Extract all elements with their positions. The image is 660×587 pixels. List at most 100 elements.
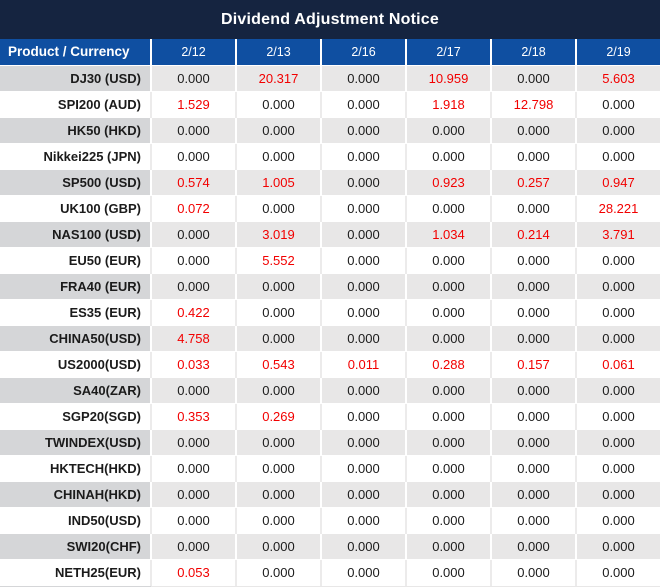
dividend-value-cell: 0.000 [406, 117, 492, 144]
dividend-value-cell: 0.000 [321, 403, 407, 430]
dividend-value-cell: 0.000 [406, 455, 492, 482]
dividend-value-cell: 0.000 [151, 65, 237, 92]
dividend-value-cell: 0.214 [491, 221, 577, 248]
partial-next-row [0, 585, 660, 587]
product-cell: IND50(USD) [0, 507, 152, 534]
table-row: TWINDEX(USD) 0.000 0.000 0.000 0.000 0.000 0.0… [0, 429, 660, 456]
dividend-value-cell: 0.000 [236, 507, 322, 534]
product-cell: UK100 (GBP) [0, 195, 152, 222]
dividend-value-cell: 0.288 [406, 351, 492, 378]
product-cell: FRA40 (EUR) [0, 273, 152, 300]
dividend-value-cell: 0.269 [236, 403, 322, 430]
dividend-value-cell: 0.000 [406, 533, 492, 560]
dividend-value-cell: 0.000 [321, 221, 407, 248]
dividend-value-cell: 0.000 [151, 221, 237, 248]
dividend-value-cell: 0.000 [491, 455, 577, 482]
product-cell: US2000(USD) [0, 351, 152, 378]
product-cell: TWINDEX(USD) [0, 429, 152, 456]
dividend-value-cell: 0.000 [406, 559, 492, 586]
dividend-value-cell: 0.000 [151, 429, 237, 456]
product-cell: EU50 (EUR) [0, 247, 152, 274]
dividend-value-cell: 0.000 [491, 325, 577, 352]
table-row: SGP20(SGD) 0.353 0.269 0.000 0.000 0.000 0.000 [0, 403, 660, 430]
dividend-value-cell: 0.000 [321, 117, 407, 144]
dividend-value-cell: 1.529 [151, 91, 237, 118]
table-row: EU50 (EUR) 0.000 5.552 0.000 0.000 0.000 0.000 [0, 247, 660, 274]
dividend-value-cell: 0.000 [321, 299, 407, 326]
date-header-cell: 2/13 [236, 39, 322, 66]
dividend-value-cell: 0.000 [321, 169, 407, 196]
dividend-value-cell: 0.000 [236, 195, 322, 222]
table-row: ES35 (EUR) 0.422 0.000 0.000 0.000 0.000 0.000 [0, 299, 660, 326]
table-row: US2000(USD) 0.033 0.543 0.011 0.288 0.157 0.06… [0, 351, 660, 378]
table-row: CHINAH(HKD) 0.000 0.000 0.000 0.000 0.000 0.00… [0, 481, 660, 508]
product-cell: SGP20(SGD) [0, 403, 152, 430]
dividend-value-cell: 0.000 [321, 507, 407, 534]
dividend-value-cell: 0.000 [491, 143, 577, 170]
dividend-value-cell: 0.923 [406, 169, 492, 196]
dividend-value-cell: 0.000 [236, 377, 322, 404]
date-header-cell: 2/19 [576, 39, 660, 66]
dividend-value-cell: 0.000 [236, 325, 322, 352]
dividend-value-cell: 1.918 [406, 91, 492, 118]
dividend-value-cell: 0.000 [151, 247, 237, 274]
dividend-value-cell: 0.000 [576, 403, 660, 430]
dividend-value-cell: 0.000 [236, 299, 322, 326]
table-header-row: Product / Currency 2/12 2/13 2/16 2/17 2/18 2… [0, 39, 660, 66]
product-cell: SPI200 (AUD) [0, 91, 152, 118]
product-currency-header: Product / Currency [0, 39, 152, 66]
date-header-cell: 2/18 [491, 39, 577, 66]
dividend-value-cell: 0.000 [321, 533, 407, 560]
dividend-value-cell: 0.000 [576, 559, 660, 586]
product-cell: CHINAH(HKD) [0, 481, 152, 508]
dividend-value-cell: 5.552 [236, 247, 322, 274]
dividend-value-cell: 0.000 [576, 377, 660, 404]
table-row: SA40(ZAR) 0.000 0.000 0.000 0.000 0.000 0.000 [0, 377, 660, 404]
table-row: UK100 (GBP) 0.072 0.000 0.000 0.000 0.000 28.2… [0, 195, 660, 222]
dividend-value-cell: 0.053 [151, 559, 237, 586]
dividend-value-cell: 0.422 [151, 299, 237, 326]
date-header-cell: 2/12 [151, 39, 237, 66]
dividend-value-cell: 0.000 [236, 273, 322, 300]
product-cell: Nikkei225 (JPN) [0, 143, 152, 170]
dividend-value-cell: 0.000 [491, 65, 577, 92]
product-cell: CHINA50(USD) [0, 325, 152, 352]
dividend-value-cell: 0.000 [151, 507, 237, 534]
dividend-value-cell: 0.257 [491, 169, 577, 196]
dividend-value-cell: 0.000 [321, 325, 407, 352]
dividend-value-cell: 0.000 [151, 143, 237, 170]
dividend-value-cell: 0.000 [321, 273, 407, 300]
dividend-value-cell: 0.000 [576, 247, 660, 274]
product-cell: NAS100 (USD) [0, 221, 152, 248]
dividend-value-cell: 5.603 [576, 65, 660, 92]
dividend-value-cell: 0.947 [576, 169, 660, 196]
notice-title: Dividend Adjustment Notice [0, 0, 660, 39]
dividend-value-cell: 0.000 [406, 377, 492, 404]
dividend-value-cell: 0.000 [236, 559, 322, 586]
dividend-value-cell: 4.758 [151, 325, 237, 352]
dividend-value-cell: 0.000 [151, 273, 237, 300]
dividend-value-cell: 0.000 [321, 143, 407, 170]
dividend-value-cell: 20.317 [236, 65, 322, 92]
table-row: IND50(USD) 0.000 0.000 0.000 0.000 0.000 0.000 [0, 507, 660, 534]
table-row: CHINA50(USD) 4.758 0.000 0.000 0.000 0.000 0.0… [0, 325, 660, 352]
product-cell: ES35 (EUR) [0, 299, 152, 326]
table-row: SWI20(CHF) 0.000 0.000 0.000 0.000 0.000 0.000 [0, 533, 660, 560]
dividend-value-cell: 0.353 [151, 403, 237, 430]
dividend-value-cell: 0.000 [406, 325, 492, 352]
dividend-value-cell: 0.000 [406, 429, 492, 456]
dividend-value-cell: 0.000 [406, 273, 492, 300]
dividend-value-cell: 0.000 [576, 91, 660, 118]
table-row: HK50 (HKD) 0.000 0.000 0.000 0.000 0.000 0.000 [0, 117, 660, 144]
dividend-value-cell: 0.000 [491, 559, 577, 586]
dividend-value-cell: 0.000 [406, 299, 492, 326]
dividend-value-cell: 0.574 [151, 169, 237, 196]
dividend-value-cell: 1.005 [236, 169, 322, 196]
dividend-value-cell: 0.157 [491, 351, 577, 378]
dividend-value-cell: 0.000 [576, 325, 660, 352]
table-row: SPI200 (AUD) 1.529 0.000 0.000 1.918 12.798 0.… [0, 91, 660, 118]
dividend-value-cell: 0.000 [491, 507, 577, 534]
table-row: NAS100 (USD) 0.000 3.019 0.000 1.034 0.214 3.7… [0, 221, 660, 248]
dividend-value-cell: 0.000 [406, 195, 492, 222]
dividend-value-cell: 0.000 [321, 455, 407, 482]
